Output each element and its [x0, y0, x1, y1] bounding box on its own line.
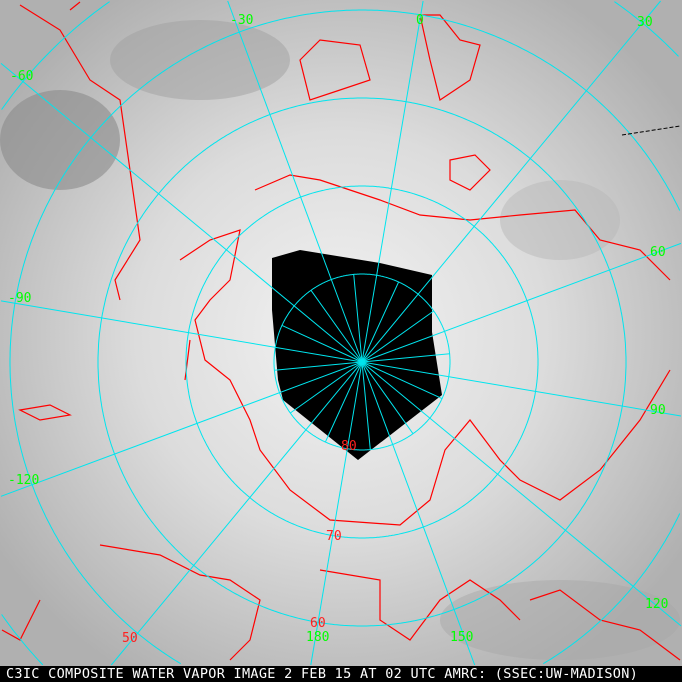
- coastline: [19, 1, 141, 301]
- meridian-line: [361, 353, 450, 363]
- meridian-line: [110, 361, 363, 666]
- meridian-line: [361, 361, 443, 400]
- meridian-line: [0, 63, 363, 363]
- image-caption: C3IC COMPOSITE WATER VAPOR IMAGE 2 FEB 1…: [0, 666, 682, 682]
- coastline: [254, 174, 671, 281]
- meridian-line: [0, 361, 363, 497]
- latitude-circle: [273, 273, 451, 451]
- lon-label: 180: [306, 630, 329, 645]
- lon-label: 120: [645, 597, 668, 612]
- meridian-line: [227, 0, 363, 363]
- meridian-line: [353, 274, 363, 363]
- dry-region: [0, 90, 120, 190]
- meridian-line: [361, 361, 414, 434]
- coastlines: [1, 1, 681, 661]
- meridian-line: [281, 324, 363, 363]
- latitude-labels: 80 70 60 50: [122, 439, 357, 646]
- meridian-line: [361, 361, 682, 417]
- lon-label: 60: [650, 245, 666, 260]
- coastline: [179, 229, 671, 526]
- latitude-circle: [9, 9, 681, 665]
- coastline: [18, 339, 191, 421]
- dry-region: [440, 580, 680, 660]
- coastline: [449, 154, 491, 191]
- meridian-line: [310, 361, 363, 666]
- image-seam: [621, 125, 681, 136]
- coastline: [299, 39, 371, 101]
- meridian-line: [361, 361, 682, 627]
- meridian-line: [290, 361, 363, 414]
- dry-region: [500, 180, 620, 260]
- lat-label: 50: [122, 631, 138, 646]
- meridian-line: [361, 361, 371, 450]
- meridian-line: [274, 361, 363, 371]
- meridian-line: [310, 290, 363, 363]
- meridian-line: [361, 0, 424, 363]
- coastline: [319, 569, 681, 661]
- lon-label: -90: [8, 291, 31, 306]
- graticule: [0, 0, 682, 666]
- lat-label: 70: [326, 529, 342, 544]
- meridian-line: [361, 242, 682, 363]
- meridian-line: [324, 361, 363, 443]
- meridian-line: [361, 361, 476, 666]
- lon-label: 90: [650, 403, 666, 418]
- coastline: [1, 544, 261, 661]
- longitude-labels: -30 0 30 -60 60 -90 90 -120 120 150 180: [8, 13, 668, 645]
- lon-label: 30: [637, 15, 653, 30]
- meridian-line: [361, 310, 434, 363]
- lon-label: -120: [8, 473, 39, 488]
- meridian-line: [0, 300, 363, 363]
- lon-label: 0: [416, 13, 424, 28]
- dry-region: [110, 20, 290, 100]
- meridian-line: [361, 0, 661, 363]
- latitude-circle: [185, 185, 539, 539]
- lat-label: 60: [310, 616, 326, 631]
- lon-label: -60: [10, 69, 33, 84]
- latitude-circle: [97, 97, 627, 627]
- lon-label: -30: [230, 13, 253, 28]
- lon-label: 150: [450, 630, 473, 645]
- lat-label: 80: [341, 439, 357, 454]
- meridian-line: [361, 281, 400, 363]
- map-canvas: -30 0 30 -60 60 -90 90 -120 120 150 180 …: [0, 0, 682, 666]
- latitude-circle: [1, 1, 679, 666]
